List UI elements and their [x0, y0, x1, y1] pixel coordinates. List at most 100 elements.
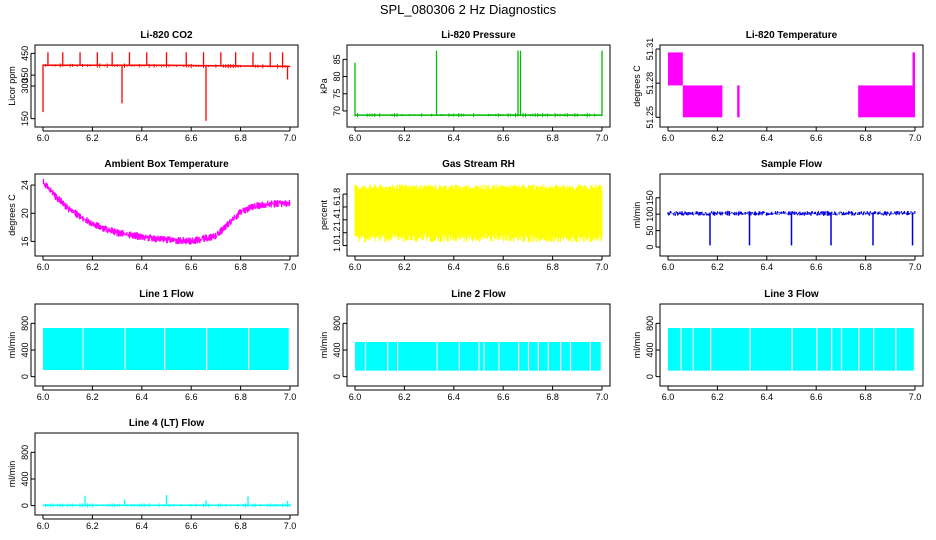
x-tick-label: 6.4 [136, 521, 149, 531]
y-tick-label: 0 [645, 245, 655, 250]
panel-title: Ambient Box Temperature [104, 159, 229, 170]
y-tick-label: 20 [20, 208, 30, 218]
flow-band [355, 342, 601, 371]
plot-frame [346, 44, 611, 128]
x-tick-label: 6.6 [497, 133, 510, 143]
x-tick-label: 6.6 [185, 392, 198, 402]
x-tick-label: 6.6 [185, 262, 198, 272]
rh-trace [354, 184, 603, 243]
plot-frame [659, 303, 924, 387]
y-tick-label: 800 [332, 316, 342, 331]
y-tick-label: 100 [645, 207, 655, 222]
data-series [667, 210, 916, 246]
flow-gap [692, 328, 694, 371]
figure-title: SPL_080306 2 Hz Diagnostics [380, 2, 557, 17]
flow-gap [498, 342, 500, 371]
y-axis-label: kPa [319, 78, 329, 94]
y-axis-label: ml/min [319, 332, 329, 359]
x-tick-label: 7.0 [596, 262, 609, 272]
x-tick-label: 6.4 [448, 392, 461, 402]
temperature-band [912, 52, 915, 118]
y-tick-label: 350 [20, 68, 30, 83]
chart-panel-10: Line 4 (LT) Flow 6.0 6.2 6.4 6.6 6.8 7.0 0 400 80… [7, 418, 299, 531]
plot-frame [346, 303, 611, 387]
flow-band [43, 328, 289, 370]
panel-title: Line 2 Flow [451, 289, 506, 300]
baseline-jitter [354, 112, 603, 118]
flow-gap [569, 342, 572, 371]
flow-gap [518, 342, 520, 371]
flow-gap [709, 328, 712, 371]
x-tick-label: 6.4 [448, 262, 461, 272]
x-tick-label: 6.2 [86, 133, 99, 143]
y-tick-label: 24 [20, 180, 30, 190]
temperature-band [858, 85, 913, 118]
y-tick-label: 400 [20, 342, 30, 357]
y-tick-label: 1.6 [332, 201, 342, 214]
flow-gap [527, 342, 530, 371]
panel-title: Line 3 Flow [764, 289, 819, 300]
y-axis-label: ml/min [632, 202, 642, 229]
x-tick-label: 6.6 [497, 392, 510, 402]
y-tick-label: 80 [332, 72, 342, 82]
flow-gap [680, 328, 682, 371]
data-series [42, 52, 291, 121]
y-tick-label: 150 [20, 111, 30, 126]
y-axis-label: ml/min [7, 332, 17, 359]
plot-frame [346, 173, 611, 257]
x-tick-label: 6.8 [546, 392, 559, 402]
flow-band [668, 328, 914, 371]
flow-gap [478, 342, 480, 371]
flow-gap [396, 342, 399, 371]
x-tick-label: 6.2 [711, 262, 724, 272]
y-axis-label: ml/min [632, 332, 642, 359]
x-tick-label: 6.4 [761, 262, 774, 272]
y-tick-label: 400 [645, 342, 655, 357]
flow-gap [164, 328, 166, 370]
data-series [43, 328, 289, 370]
y-tick-label: 1.4 [332, 214, 342, 227]
flow-gap [206, 328, 208, 370]
y-tick-label: 51.25 [645, 106, 655, 129]
flow-gap [82, 328, 84, 370]
data-series [42, 495, 291, 508]
x-tick-label: 6.0 [37, 133, 50, 143]
x-tick-label: 6.0 [662, 262, 675, 272]
plot-frame [659, 173, 924, 257]
flow-gap [749, 328, 751, 371]
panel-title: Li-820 Pressure [441, 30, 516, 41]
panel-title: Gas Stream RH [442, 159, 515, 170]
y-tick-label: 800 [645, 316, 655, 331]
flow-gap [537, 342, 539, 371]
flow-gap [816, 328, 818, 371]
y-tick-label: 0 [20, 374, 30, 379]
y-tick-label: 400 [20, 471, 30, 486]
x-tick-label: 6.4 [761, 133, 774, 143]
x-tick-label: 6.2 [86, 262, 99, 272]
x-tick-label: 7.0 [909, 133, 922, 143]
y-axis-label: percent [319, 199, 329, 230]
flow-gap [560, 342, 562, 371]
flow-gap [873, 328, 875, 371]
flow-trace [667, 210, 916, 216]
y-tick-label: 800 [20, 445, 30, 460]
temperature-band [682, 85, 723, 118]
x-tick-label: 6.0 [662, 133, 675, 143]
chart-panel-5: Gas Stream RH 6.0 6.2 6.4 6.6 6.8 7.0 1.01.21.4… [319, 159, 611, 272]
x-tick-label: 6.8 [859, 392, 872, 402]
baseline-jitter [42, 503, 291, 508]
x-tick-label: 6.8 [546, 133, 559, 143]
x-tick-label: 6.2 [711, 133, 724, 143]
x-tick-label: 6.8 [234, 262, 247, 272]
x-tick-label: 6.2 [398, 133, 411, 143]
flow-gap [589, 342, 591, 371]
flow-gap [791, 328, 793, 371]
y-tick-label: 16 [20, 236, 30, 246]
x-tick-label: 7.0 [596, 392, 609, 402]
x-tick-label: 6.8 [234, 392, 247, 402]
x-tick-label: 6.4 [136, 133, 149, 143]
y-tick-label: 0 [645, 374, 655, 379]
x-tick-label: 6.0 [349, 262, 362, 272]
plot-frame [659, 44, 924, 128]
